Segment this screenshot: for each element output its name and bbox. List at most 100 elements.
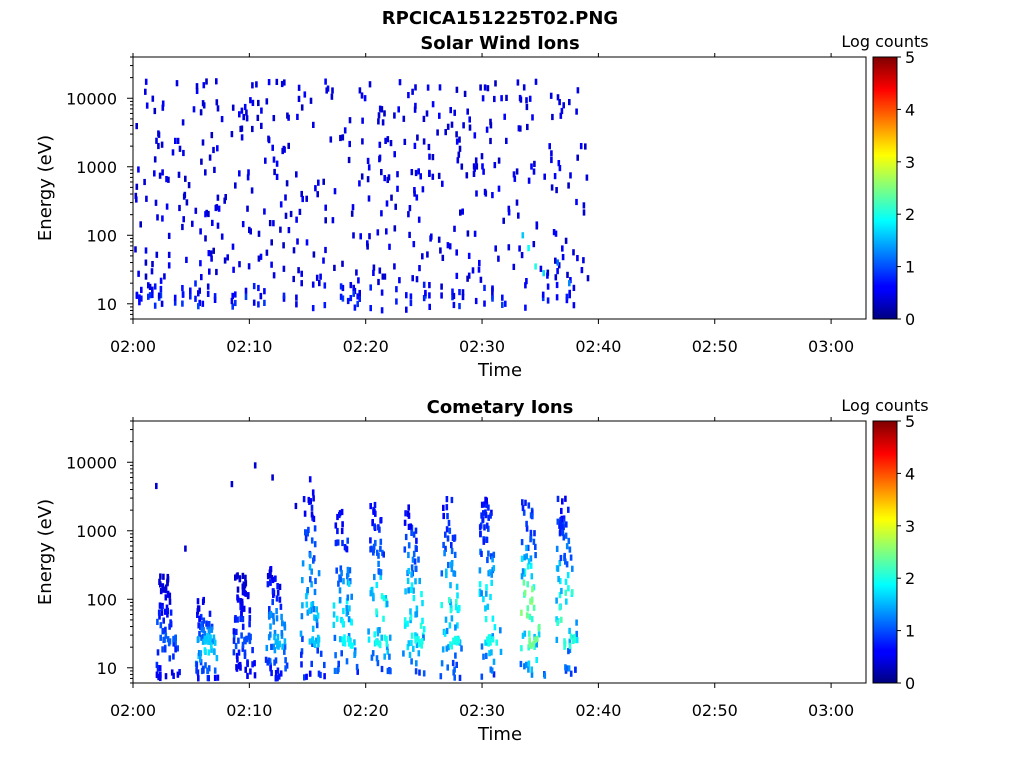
heatmap-cell [267, 79, 271, 86]
heatmap-cell [216, 194, 220, 201]
heatmap-cell [378, 526, 381, 533]
heatmap-cell [543, 672, 547, 679]
heatmap-cell [371, 650, 375, 657]
heatmap-cell [207, 621, 211, 628]
heatmap-cell [213, 648, 216, 656]
heatmap-cell [517, 212, 520, 219]
heatmap-cell [378, 156, 381, 163]
heatmap-cell [208, 268, 211, 275]
plot-frame [132, 56, 867, 320]
heatmap-cell [297, 84, 301, 91]
heatmap-cell [526, 123, 529, 131]
heatmap-cell [245, 115, 249, 122]
heatmap-cell [216, 145, 219, 152]
heatmap-cell [413, 190, 416, 197]
heatmap-cell [234, 291, 237, 298]
heatmap-cell [203, 647, 207, 654]
heatmap-cell [481, 95, 485, 102]
heatmap-cell [385, 635, 388, 643]
heatmap-cell [349, 642, 353, 649]
heatmap-cell [213, 293, 217, 300]
heatmap-cell [453, 225, 456, 232]
heatmap-cell [497, 157, 501, 164]
heatmap-cell [305, 239, 309, 246]
heatmap-cell [178, 669, 181, 676]
heatmap-cell [410, 529, 413, 536]
heatmap-cell [260, 122, 263, 129]
heatmap-cell [421, 253, 424, 260]
heatmap-cell [215, 655, 219, 662]
heatmap-cell [168, 598, 172, 605]
heatmap-cell [537, 631, 541, 638]
heatmap-cell [369, 305, 372, 312]
heatmap-cell [157, 609, 161, 616]
heatmap-cell [524, 499, 527, 506]
heatmap-cell [478, 524, 482, 531]
heatmap-cell [251, 125, 254, 133]
heatmap-cell [265, 249, 269, 256]
heatmap-cell [347, 156, 351, 164]
heatmap-cell [501, 294, 504, 301]
heatmap-cell [488, 650, 491, 657]
heatmap-cell [348, 605, 351, 612]
heatmap-cell [416, 134, 419, 141]
heatmap-cell [196, 598, 200, 605]
heatmap-cell [332, 602, 336, 609]
heatmap-cell [325, 87, 328, 94]
heatmap-cell [147, 293, 150, 300]
heatmap-cell [197, 303, 200, 310]
heatmap-cell [185, 256, 188, 263]
heatmap-cell [418, 641, 421, 648]
heatmap-cell [238, 576, 242, 583]
heatmap-cell [571, 565, 574, 572]
heatmap-cell [571, 637, 575, 644]
heatmap-cell [407, 542, 411, 549]
heatmap-cell [424, 289, 427, 297]
heatmap-cell [317, 641, 320, 648]
heatmap-cell [275, 160, 279, 167]
heatmap-cell [395, 286, 398, 293]
heatmap-cell [239, 598, 242, 605]
heatmap-cell [315, 622, 319, 629]
heatmap-cell [564, 558, 567, 565]
heatmap-cell [586, 275, 590, 282]
heatmap-cell [156, 214, 159, 221]
heatmap-cell [358, 295, 361, 302]
heatmap-cell [295, 216, 298, 223]
heatmap-cell [156, 649, 160, 656]
heatmap-cell [394, 203, 397, 210]
heatmap-cell [340, 508, 344, 516]
heatmap-cell [366, 157, 370, 164]
x-axis-ticks: 02:00 02:10 02:20 02:30 02:40 02:50 03:00 [110, 53, 854, 356]
heatmap-cell [202, 82, 206, 89]
heatmap-cell [236, 656, 239, 663]
colorbar-label: Log counts [841, 396, 928, 415]
heatmap-cell [492, 658, 496, 665]
heatmap-cell [324, 78, 327, 85]
heatmap-cell [161, 169, 164, 176]
heatmap-cell [276, 667, 280, 674]
heatmap-cell [168, 592, 172, 599]
y-axis-ticks: 10 100 1000 10000 [66, 420, 133, 684]
heatmap-cell [490, 667, 494, 674]
heatmap-cell [437, 236, 441, 243]
heatmap-cell [274, 638, 278, 645]
heatmap-cell [478, 567, 482, 574]
heatmap-cell [480, 550, 483, 557]
heatmap-cell [242, 605, 246, 612]
heatmap-cell [412, 587, 415, 594]
heatmap-cell [272, 115, 276, 122]
colorbar-tick-label: 0 [905, 674, 915, 693]
heatmap-cell [574, 666, 577, 673]
heatmap-cell [303, 91, 307, 98]
heatmap-cell [162, 573, 165, 580]
heatmap-cell [268, 220, 272, 227]
heatmap-cell [507, 244, 511, 251]
heatmap-cell [536, 635, 539, 642]
heatmap-cell [501, 301, 504, 308]
heatmap-cell [244, 293, 248, 300]
heatmap-cell [575, 108, 578, 115]
heatmap-cell [265, 98, 269, 105]
heatmap-cell [505, 137, 508, 144]
heatmap-cell [232, 637, 236, 644]
